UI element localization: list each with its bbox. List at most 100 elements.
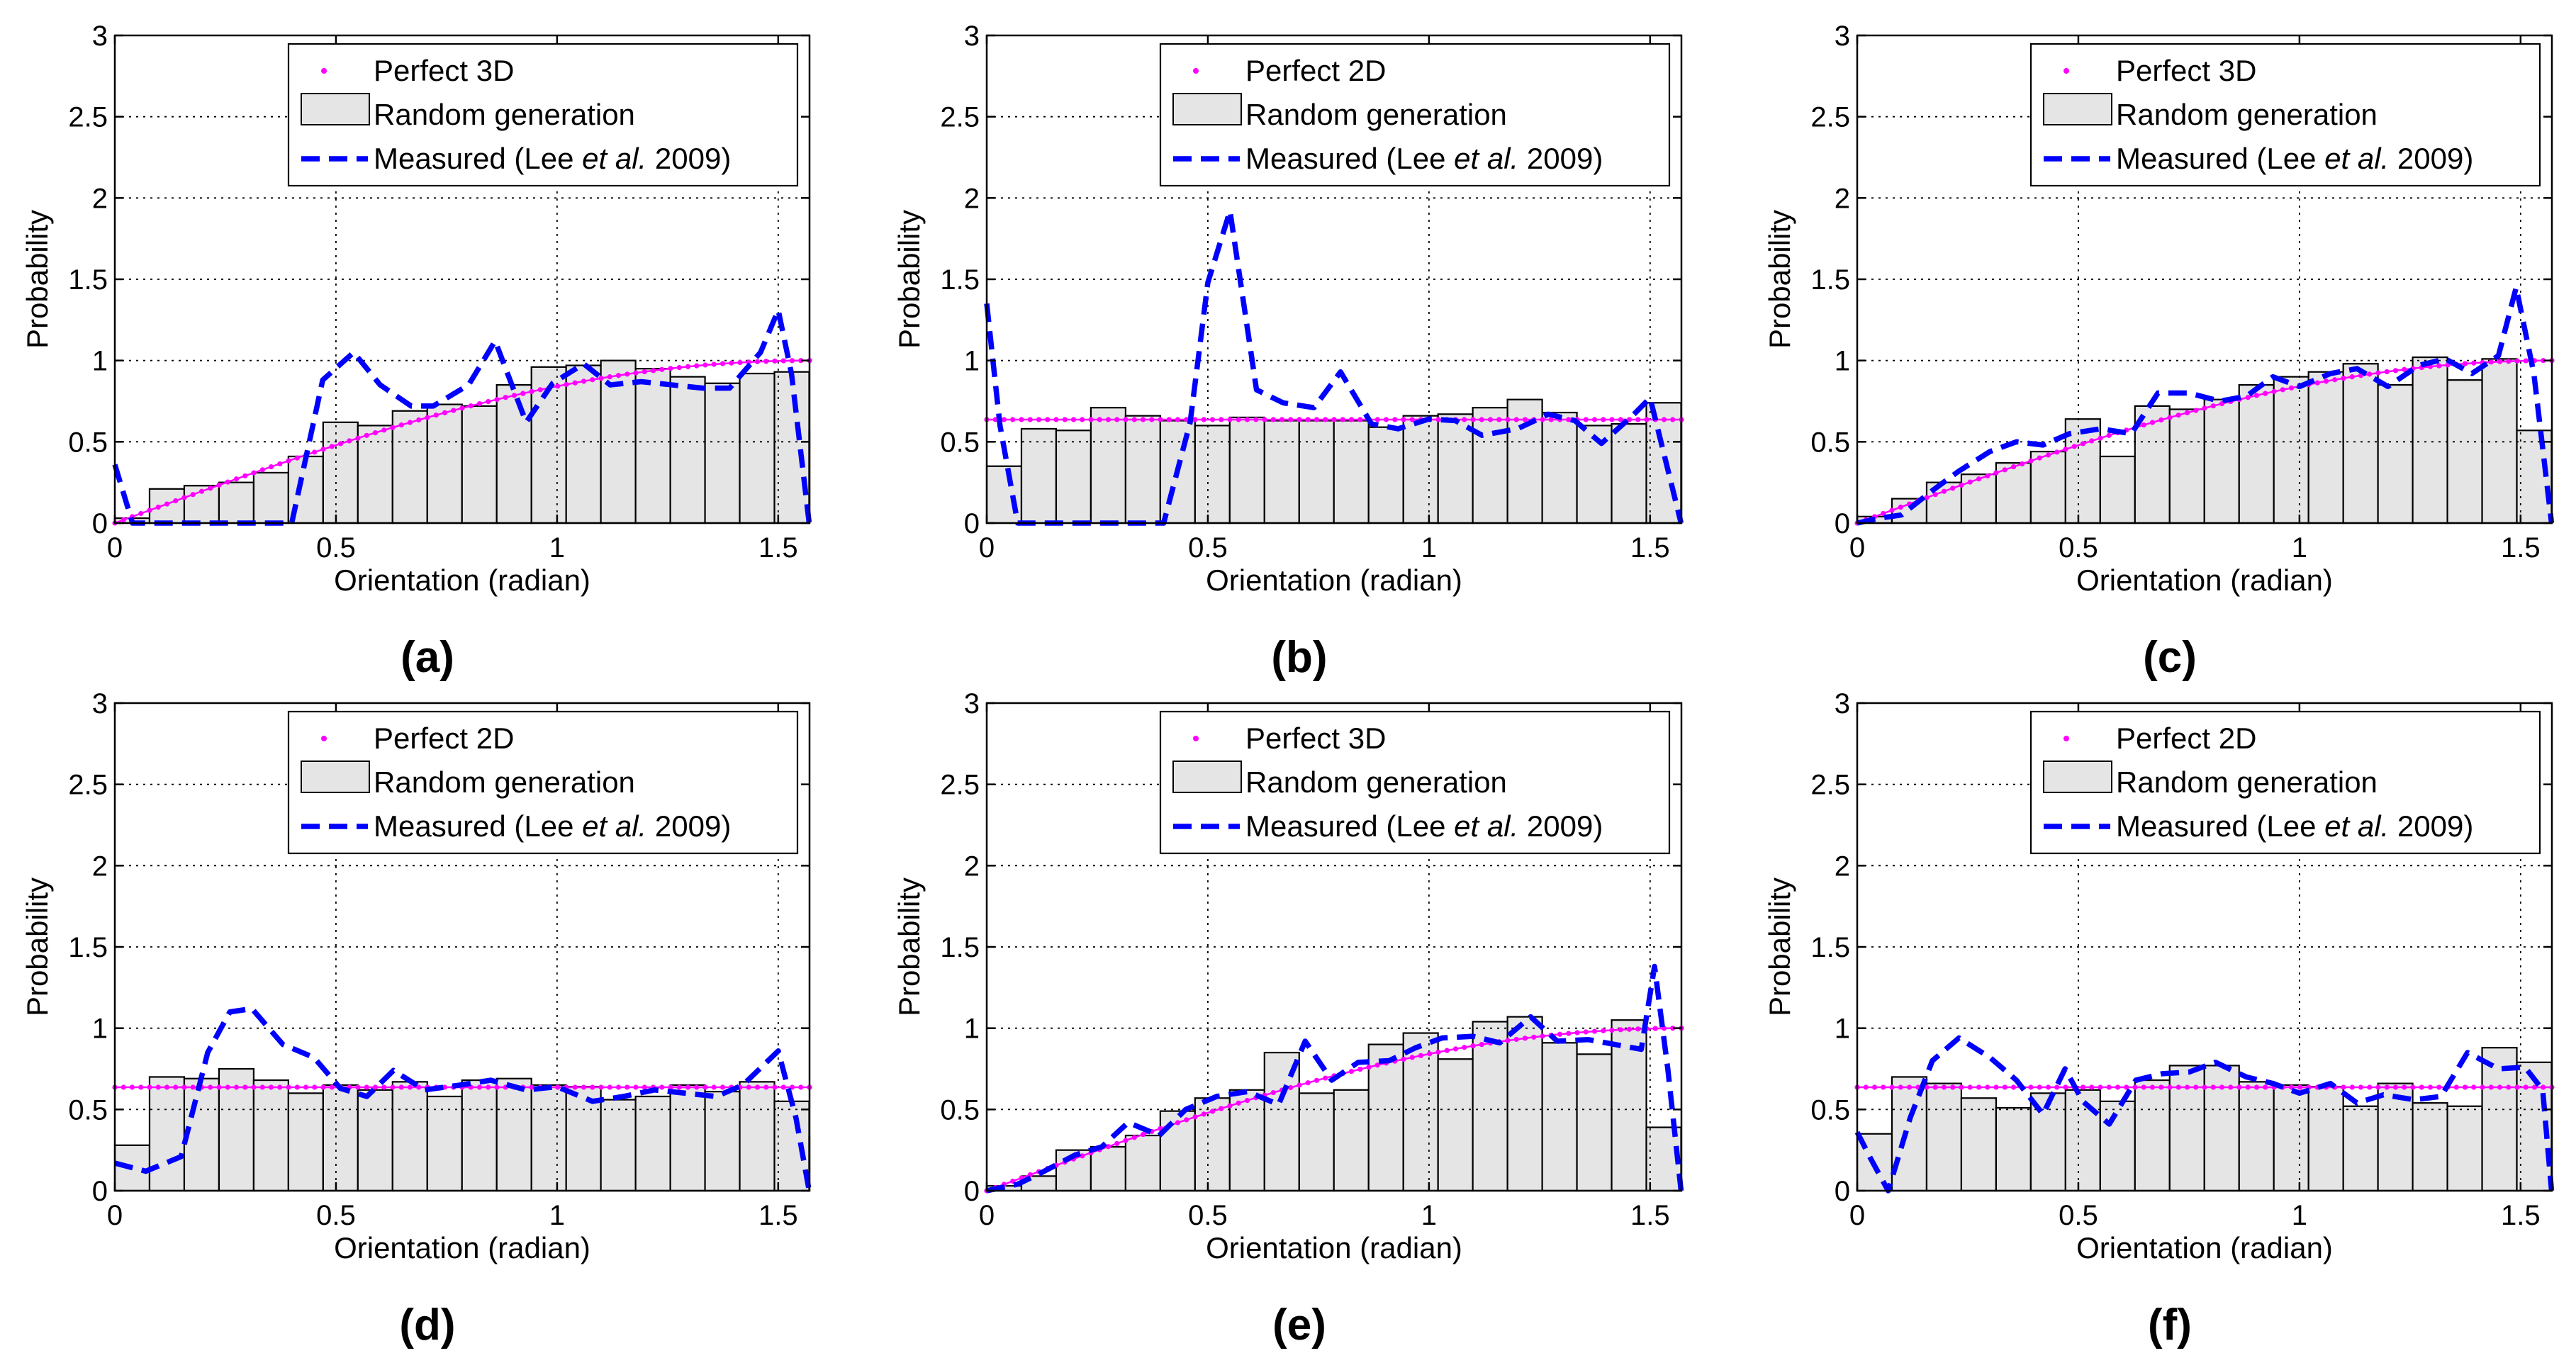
histogram-bar (1124, 1134, 1161, 1192)
perfect-marker (1898, 1084, 1903, 1090)
perfect-curve (984, 417, 1684, 422)
perfect-marker (650, 368, 656, 374)
legend-measured-italic: et al. (582, 142, 646, 175)
y-tick-label: 3 (1835, 688, 1850, 719)
x-axis-label: Orientation (radian) (1206, 1231, 1462, 1264)
x-tick-label: 0 (107, 1200, 123, 1231)
perfect-marker (2392, 368, 2399, 374)
perfect-marker (208, 1084, 213, 1090)
perfect-marker (1513, 1036, 1519, 1043)
histogram-bar (2412, 1102, 2448, 1192)
perfect-marker (2219, 1084, 2225, 1090)
perfect-marker (564, 381, 569, 388)
perfect-marker (173, 1084, 179, 1090)
x-tick-label: 1.5 (2501, 1200, 2541, 1231)
perfect-marker (1270, 1089, 1276, 1096)
histogram-bar (1228, 416, 1265, 524)
histogram-bar (530, 1084, 567, 1192)
histogram-bar (2134, 1079, 2171, 1192)
legend-measured-label: Measured (Lee et al. 2009) (1245, 142, 1603, 175)
perfect-marker (719, 1084, 726, 1090)
histogram-bar (1995, 1106, 2032, 1192)
perfect-marker (2020, 461, 2025, 467)
perfect-marker (2297, 1084, 2303, 1090)
perfect-marker (381, 1084, 387, 1090)
perfect-marker (1227, 417, 1233, 422)
perfect-marker (225, 1084, 230, 1090)
x-tick-label: 1 (549, 532, 565, 563)
histogram-bar (2029, 450, 2066, 524)
perfect-marker (2149, 420, 2156, 425)
perfect-marker (433, 413, 439, 418)
legend-perfect-label: Perfect 3D (1245, 722, 1386, 755)
perfect-marker (225, 479, 230, 485)
x-tick-label: 1.5 (758, 532, 798, 563)
perfect-marker (1487, 417, 1494, 422)
measured-line (1854, 1035, 2555, 1194)
legend-measured-italic: et al. (1454, 809, 1518, 843)
perfect-marker (581, 1084, 587, 1090)
perfect-marker (251, 470, 257, 476)
histogram-bar (461, 405, 498, 524)
perfect-marker (1070, 417, 1077, 422)
perfect-marker (390, 425, 396, 430)
histogram-bar (1263, 420, 1300, 524)
perfect-marker (1548, 417, 1554, 422)
perfect-marker (1131, 1135, 1137, 1140)
perfect-marker (407, 420, 413, 425)
perfect-marker (590, 1084, 595, 1090)
histogram-bar (391, 1081, 428, 1192)
perfect-marker (1201, 417, 1206, 422)
legend-perfect-label: Perfect 2D (374, 722, 514, 755)
histogram-bar (357, 1089, 393, 1192)
perfect-marker (1591, 1028, 1598, 1034)
y-tick-label: 1.5 (940, 932, 980, 963)
perfect-marker (1288, 417, 1294, 422)
histogram-bar (148, 1076, 186, 1192)
perfect-marker (694, 1084, 700, 1090)
legend-measured-suffix: 2009) (2389, 142, 2473, 175)
legend-measured-italic: et al. (582, 809, 646, 843)
perfect-marker (625, 371, 630, 377)
perfect-marker (615, 1084, 622, 1090)
perfect-marker (1976, 476, 1982, 482)
perfect-marker (1522, 1036, 1528, 1041)
legend-perfect-marker (1193, 68, 1199, 74)
y-tick-label: 0.5 (68, 427, 108, 458)
x-tick-label: 1 (549, 1200, 565, 1231)
perfect-marker (1270, 417, 1276, 422)
perfect-marker (259, 467, 265, 473)
perfect-marker (277, 461, 283, 467)
perfect-marker (1192, 1114, 1198, 1120)
perfect-marker (1053, 417, 1059, 422)
legend: Perfect 3D Random generation Measured (Lee… (287, 43, 799, 187)
perfect-marker (1166, 417, 1172, 422)
y-tick-label: 1 (964, 346, 980, 377)
perfect-marker (659, 1084, 665, 1090)
legend-measured-label: Measured (Lee et al. 2009) (374, 142, 731, 175)
perfect-marker (1348, 417, 1355, 422)
perfect-marker (1236, 1100, 1241, 1106)
histogram-bars (985, 1016, 1682, 1192)
y-tick-label: 2 (92, 183, 108, 214)
perfect-marker (1941, 488, 1947, 494)
perfect-marker (2384, 1084, 2390, 1090)
legend-random-label: Random generation (1245, 765, 1507, 799)
perfect-marker (1340, 417, 1345, 422)
perfect-marker (746, 359, 751, 365)
perfect-marker (659, 366, 665, 372)
legend-perfect-label: Perfect 2D (1245, 54, 1386, 87)
perfect-marker (772, 1084, 778, 1090)
perfect-marker (337, 441, 344, 447)
perfect-marker (737, 359, 743, 366)
perfect-marker (277, 1084, 283, 1090)
chart-panel-e: 0 0.5 1 1.5 0 0.5 1 1.5 2 2.5 3 Orientation (radian… (892, 688, 1684, 1349)
perfect-marker (398, 1084, 404, 1090)
ticks: 0 0.5 1 1.5 0 0.5 1 1.5 2 2.5 3 (1810, 21, 2552, 563)
perfect-marker (780, 1084, 786, 1090)
perfect-marker (1505, 1038, 1511, 1043)
histogram-bar (1124, 415, 1161, 524)
perfect-marker (2063, 447, 2068, 452)
y-tick-label: 2.5 (940, 770, 980, 801)
y-tick-label: 1.5 (68, 932, 108, 963)
